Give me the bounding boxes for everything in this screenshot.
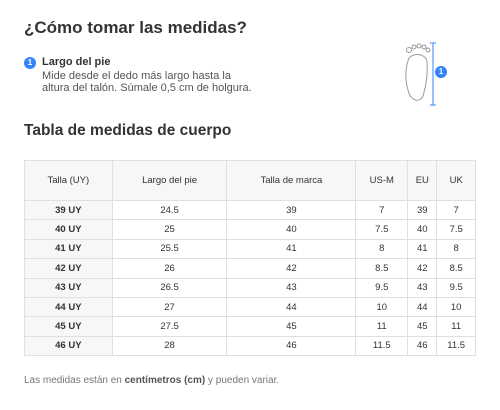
table-cell: 8 — [355, 238, 409, 260]
table-cell: 8.5 — [355, 258, 409, 279]
table-cell: 44 — [407, 296, 438, 318]
step-badge: 1 — [24, 57, 36, 69]
table-cell: 26 — [111, 258, 228, 279]
table-cell: 41 UY — [24, 238, 113, 260]
table-row: 40 UY 25 40 7.5 40 7.5 — [24, 219, 476, 240]
table-cell: 11 — [355, 316, 409, 337]
table-cell: 7 — [355, 199, 409, 221]
column-header: Largo del pie — [111, 160, 228, 201]
table-cell: 28 — [111, 335, 228, 357]
table-cell: 41 — [407, 238, 438, 260]
column-header: EU — [407, 160, 438, 201]
table-cell: 10 — [355, 296, 409, 318]
table-cell: 11.5 — [355, 335, 409, 357]
column-header: Talla de marca — [226, 160, 357, 201]
table-cell: 40 — [226, 219, 357, 240]
size-table: Talla (UY) Largo del pie Talla de marca US-… — [24, 160, 476, 357]
table-cell: 26.5 — [111, 277, 228, 298]
table-cell: 27.5 — [111, 316, 228, 337]
table-cell: 43 — [226, 277, 357, 298]
table-row: 44 UY 27 44 10 44 10 — [24, 296, 476, 318]
table-cell: 11.5 — [436, 335, 476, 357]
footer-text: y pueden variar. — [205, 375, 280, 386]
step-text: Mide desde el dedo más largo hasta la — [42, 70, 231, 82]
table-row: 39 UY 24.5 39 7 39 7 — [24, 199, 476, 221]
column-header: US-M — [355, 160, 409, 201]
table-cell: 43 — [407, 277, 438, 298]
table-cell: 7 — [436, 199, 476, 221]
table-row: 45 UY 27.5 45 11 45 11 — [24, 316, 476, 337]
table-cell: 27 — [111, 296, 228, 318]
footer-text: Las medidas están en — [24, 375, 125, 386]
foot-icon — [405, 42, 436, 106]
table-cell: 39 — [407, 199, 438, 221]
table-cell: 44 UY — [24, 296, 113, 318]
table-row: 43 UY 26.5 43 9.5 43 9.5 — [24, 277, 476, 298]
table-cell: 42 UY — [24, 258, 113, 279]
table-cell: 46 UY — [24, 335, 113, 357]
table-cell: 39 — [226, 199, 357, 221]
table-cell: 7.5 — [436, 219, 476, 240]
table-cell: 46 — [226, 335, 357, 357]
table-row: 41 UY 25.5 41 8 41 8 — [24, 238, 476, 260]
table-cell: 24.5 — [111, 199, 228, 221]
column-header: UK — [436, 160, 476, 201]
table-cell: 8 — [436, 238, 476, 260]
table-cell: 40 — [407, 219, 438, 240]
table-row: 42 UY 26 42 8.5 42 8.5 — [24, 258, 476, 279]
table-cell: 39 UY — [24, 199, 113, 221]
footer: Las medidas están en centímetros (cm) y … — [24, 375, 279, 386]
table-cell: 46 — [407, 335, 438, 357]
table-cell: 41 — [226, 238, 357, 260]
table-cell: 25.5 — [111, 238, 228, 260]
table-cell: 45 — [226, 316, 357, 337]
table-cell: 9.5 — [355, 277, 409, 298]
title: ¿Cómo tomar las medidas? — [24, 18, 247, 37]
footer-bold: centímetros (cm) — [124, 375, 206, 386]
column-header: Talla (UY) — [24, 160, 113, 201]
table-cell: 25 — [111, 219, 228, 240]
table-cell: 45 — [407, 316, 438, 337]
table-cell: 42 — [407, 258, 438, 279]
step-title: Largo del pie — [42, 56, 111, 68]
table-row: 46 UY 28 46 11.5 46 11.5 — [24, 335, 476, 357]
icon-badge: 1 — [435, 66, 447, 78]
table-cell: 40 UY — [24, 219, 113, 240]
table-cell: 43 UY — [24, 277, 113, 298]
table-cell: 7.5 — [355, 219, 409, 240]
table-cell: 9.5 — [436, 277, 476, 298]
table-cell: 10 — [436, 296, 476, 318]
table-cell: 44 — [226, 296, 357, 318]
table-cell: 8.5 — [436, 258, 476, 279]
table-title: Tabla de medidas de cuerpo — [24, 122, 232, 139]
table-cell: 42 — [226, 258, 357, 279]
table-cell: 11 — [436, 316, 476, 337]
table-cell: 45 UY — [24, 316, 113, 337]
step-text: altura del talón. Súmale 0,5 cm de holgu… — [42, 82, 252, 94]
